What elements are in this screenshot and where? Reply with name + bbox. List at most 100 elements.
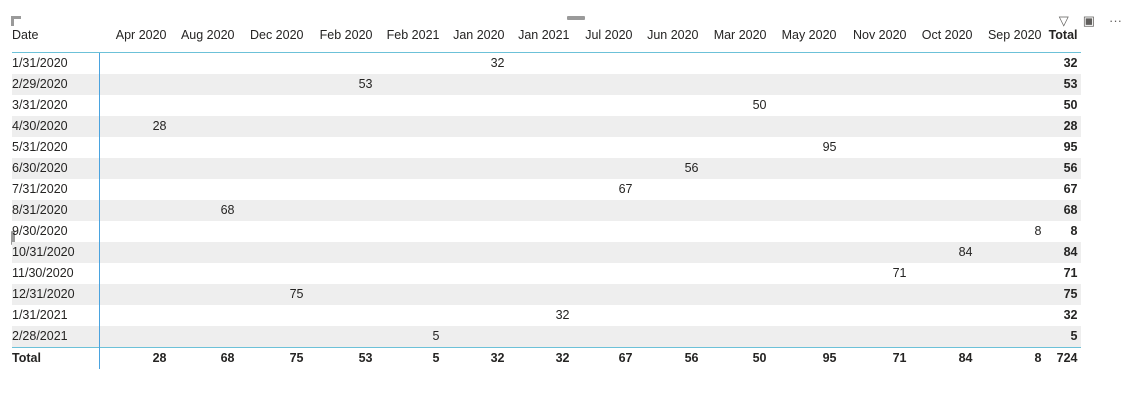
value-cell[interactable] [307, 95, 376, 116]
value-cell[interactable] [701, 242, 770, 263]
value-cell[interactable] [238, 263, 307, 284]
row-total-cell[interactable]: 68 [1044, 200, 1081, 221]
matrix-visual[interactable]: ▽ ▣ ··· Date Apr 2020 Aug 2020 Dec 2020 … [12, 13, 1122, 402]
value-cell[interactable] [702, 179, 770, 200]
value-cell[interactable] [636, 221, 702, 242]
value-cell[interactable] [572, 242, 636, 263]
value-cell[interactable] [442, 74, 508, 95]
value-cell[interactable] [701, 200, 770, 221]
value-cell[interactable] [840, 95, 910, 116]
value-cell[interactable] [442, 200, 508, 221]
row-header-cell[interactable]: 4/30/2020 [12, 116, 100, 137]
value-cell[interactable] [910, 95, 976, 116]
value-cell[interactable] [306, 200, 376, 221]
value-cell[interactable] [170, 263, 238, 284]
value-cell[interactable] [769, 284, 840, 305]
row-total-cell[interactable]: 53 [1044, 74, 1081, 95]
value-cell[interactable] [975, 242, 1045, 263]
column-total-cell[interactable]: 68 [169, 347, 238, 369]
value-cell[interactable] [100, 263, 170, 284]
value-cell[interactable] [99, 200, 170, 221]
value-cell[interactable] [238, 305, 307, 326]
value-cell[interactable] [238, 95, 307, 116]
column-total-cell[interactable]: 75 [237, 347, 307, 369]
value-cell[interactable]: 84 [909, 242, 976, 263]
value-cell[interactable] [572, 326, 636, 348]
column-total-cell[interactable]: 28 [99, 347, 170, 369]
value-cell[interactable] [769, 326, 840, 348]
value-cell[interactable] [573, 95, 636, 116]
column-header-total[interactable]: Total [1044, 18, 1081, 53]
value-cell[interactable] [375, 116, 443, 137]
value-cell[interactable] [507, 242, 573, 263]
table-row[interactable]: 10/31/2020 84 84 [12, 242, 1081, 263]
value-cell[interactable] [306, 242, 376, 263]
value-cell[interactable] [839, 284, 910, 305]
value-cell[interactable] [442, 158, 508, 179]
value-cell[interactable] [375, 158, 443, 179]
value-cell[interactable]: 75 [237, 284, 307, 305]
value-cell[interactable] [376, 53, 443, 75]
row-total-cell[interactable]: 75 [1044, 284, 1081, 305]
value-cell[interactable] [306, 284, 376, 305]
value-cell[interactable] [306, 326, 376, 348]
row-header-cell[interactable]: 11/30/2020 [12, 263, 100, 284]
column-header[interactable]: Dec 2020 [237, 18, 307, 53]
value-cell[interactable] [307, 53, 376, 75]
more-options-icon[interactable]: ··· [1109, 13, 1122, 28]
value-cell[interactable] [170, 137, 238, 158]
value-cell[interactable] [910, 53, 976, 75]
value-cell[interactable] [375, 74, 443, 95]
value-cell[interactable] [636, 137, 702, 158]
value-cell[interactable] [237, 74, 307, 95]
value-cell[interactable] [975, 284, 1045, 305]
value-cell[interactable] [375, 242, 443, 263]
column-header[interactable]: Oct 2020 [909, 18, 976, 53]
value-cell[interactable] [507, 158, 573, 179]
row-header-cell[interactable]: 8/31/2020 [12, 200, 100, 221]
table-row[interactable]: 2/28/2021 5 5 [12, 326, 1081, 348]
table-row[interactable]: 7/31/2020 67 67 [12, 179, 1081, 200]
row-header-date[interactable]: Date [12, 18, 100, 53]
value-cell[interactable] [770, 221, 840, 242]
row-total-cell[interactable]: 32 [1063, 56, 1078, 70]
row-header-cell[interactable]: 12/31/2020 [12, 284, 100, 305]
table-row[interactable]: 6/30/2020 56 56 [12, 158, 1081, 179]
value-cell[interactable] [909, 284, 976, 305]
value-cell[interactable] [636, 305, 702, 326]
value-cell[interactable] [573, 137, 636, 158]
value-cell[interactable] [443, 179, 508, 200]
value-cell[interactable] [169, 158, 238, 179]
value-cell[interactable] [839, 242, 910, 263]
value-cell[interactable] [840, 53, 910, 75]
value-cell[interactable] [238, 137, 307, 158]
column-total-cell[interactable]: 32 [442, 347, 508, 369]
value-cell[interactable] [99, 158, 170, 179]
value-cell[interactable] [573, 263, 636, 284]
column-total-cell[interactable]: 84 [909, 347, 976, 369]
column-header[interactable]: May 2020 [769, 18, 840, 53]
row-total-cell[interactable]: 50 [1063, 98, 1078, 112]
focus-mode-icon[interactable]: ▣ [1082, 13, 1095, 28]
value-cell[interactable] [769, 74, 840, 95]
row-total-cell[interactable]: 8 [1070, 224, 1078, 238]
value-cell[interactable] [508, 221, 573, 242]
value-cell[interactable] [573, 221, 636, 242]
row-header-cell[interactable]: 10/31/2020 [12, 242, 100, 263]
value-cell[interactable] [443, 263, 508, 284]
value-cell[interactable] [507, 200, 573, 221]
value-cell[interactable] [910, 137, 976, 158]
row-header-cell[interactable]: 6/30/2020 [12, 158, 100, 179]
column-header[interactable]: Jul 2020 [572, 18, 636, 53]
value-cell[interactable] [99, 74, 170, 95]
value-cell[interactable] [910, 263, 976, 284]
value-cell[interactable] [572, 74, 636, 95]
column-total-cell[interactable]: 8 [975, 347, 1045, 369]
row-total-cell[interactable]: 95 [1063, 140, 1078, 154]
column-total-cell[interactable]: 32 [507, 347, 573, 369]
value-cell[interactable] [635, 116, 702, 137]
value-cell[interactable] [770, 305, 840, 326]
value-cell[interactable] [306, 116, 376, 137]
value-cell[interactable] [572, 200, 636, 221]
value-cell[interactable]: 8 [1034, 224, 1042, 238]
